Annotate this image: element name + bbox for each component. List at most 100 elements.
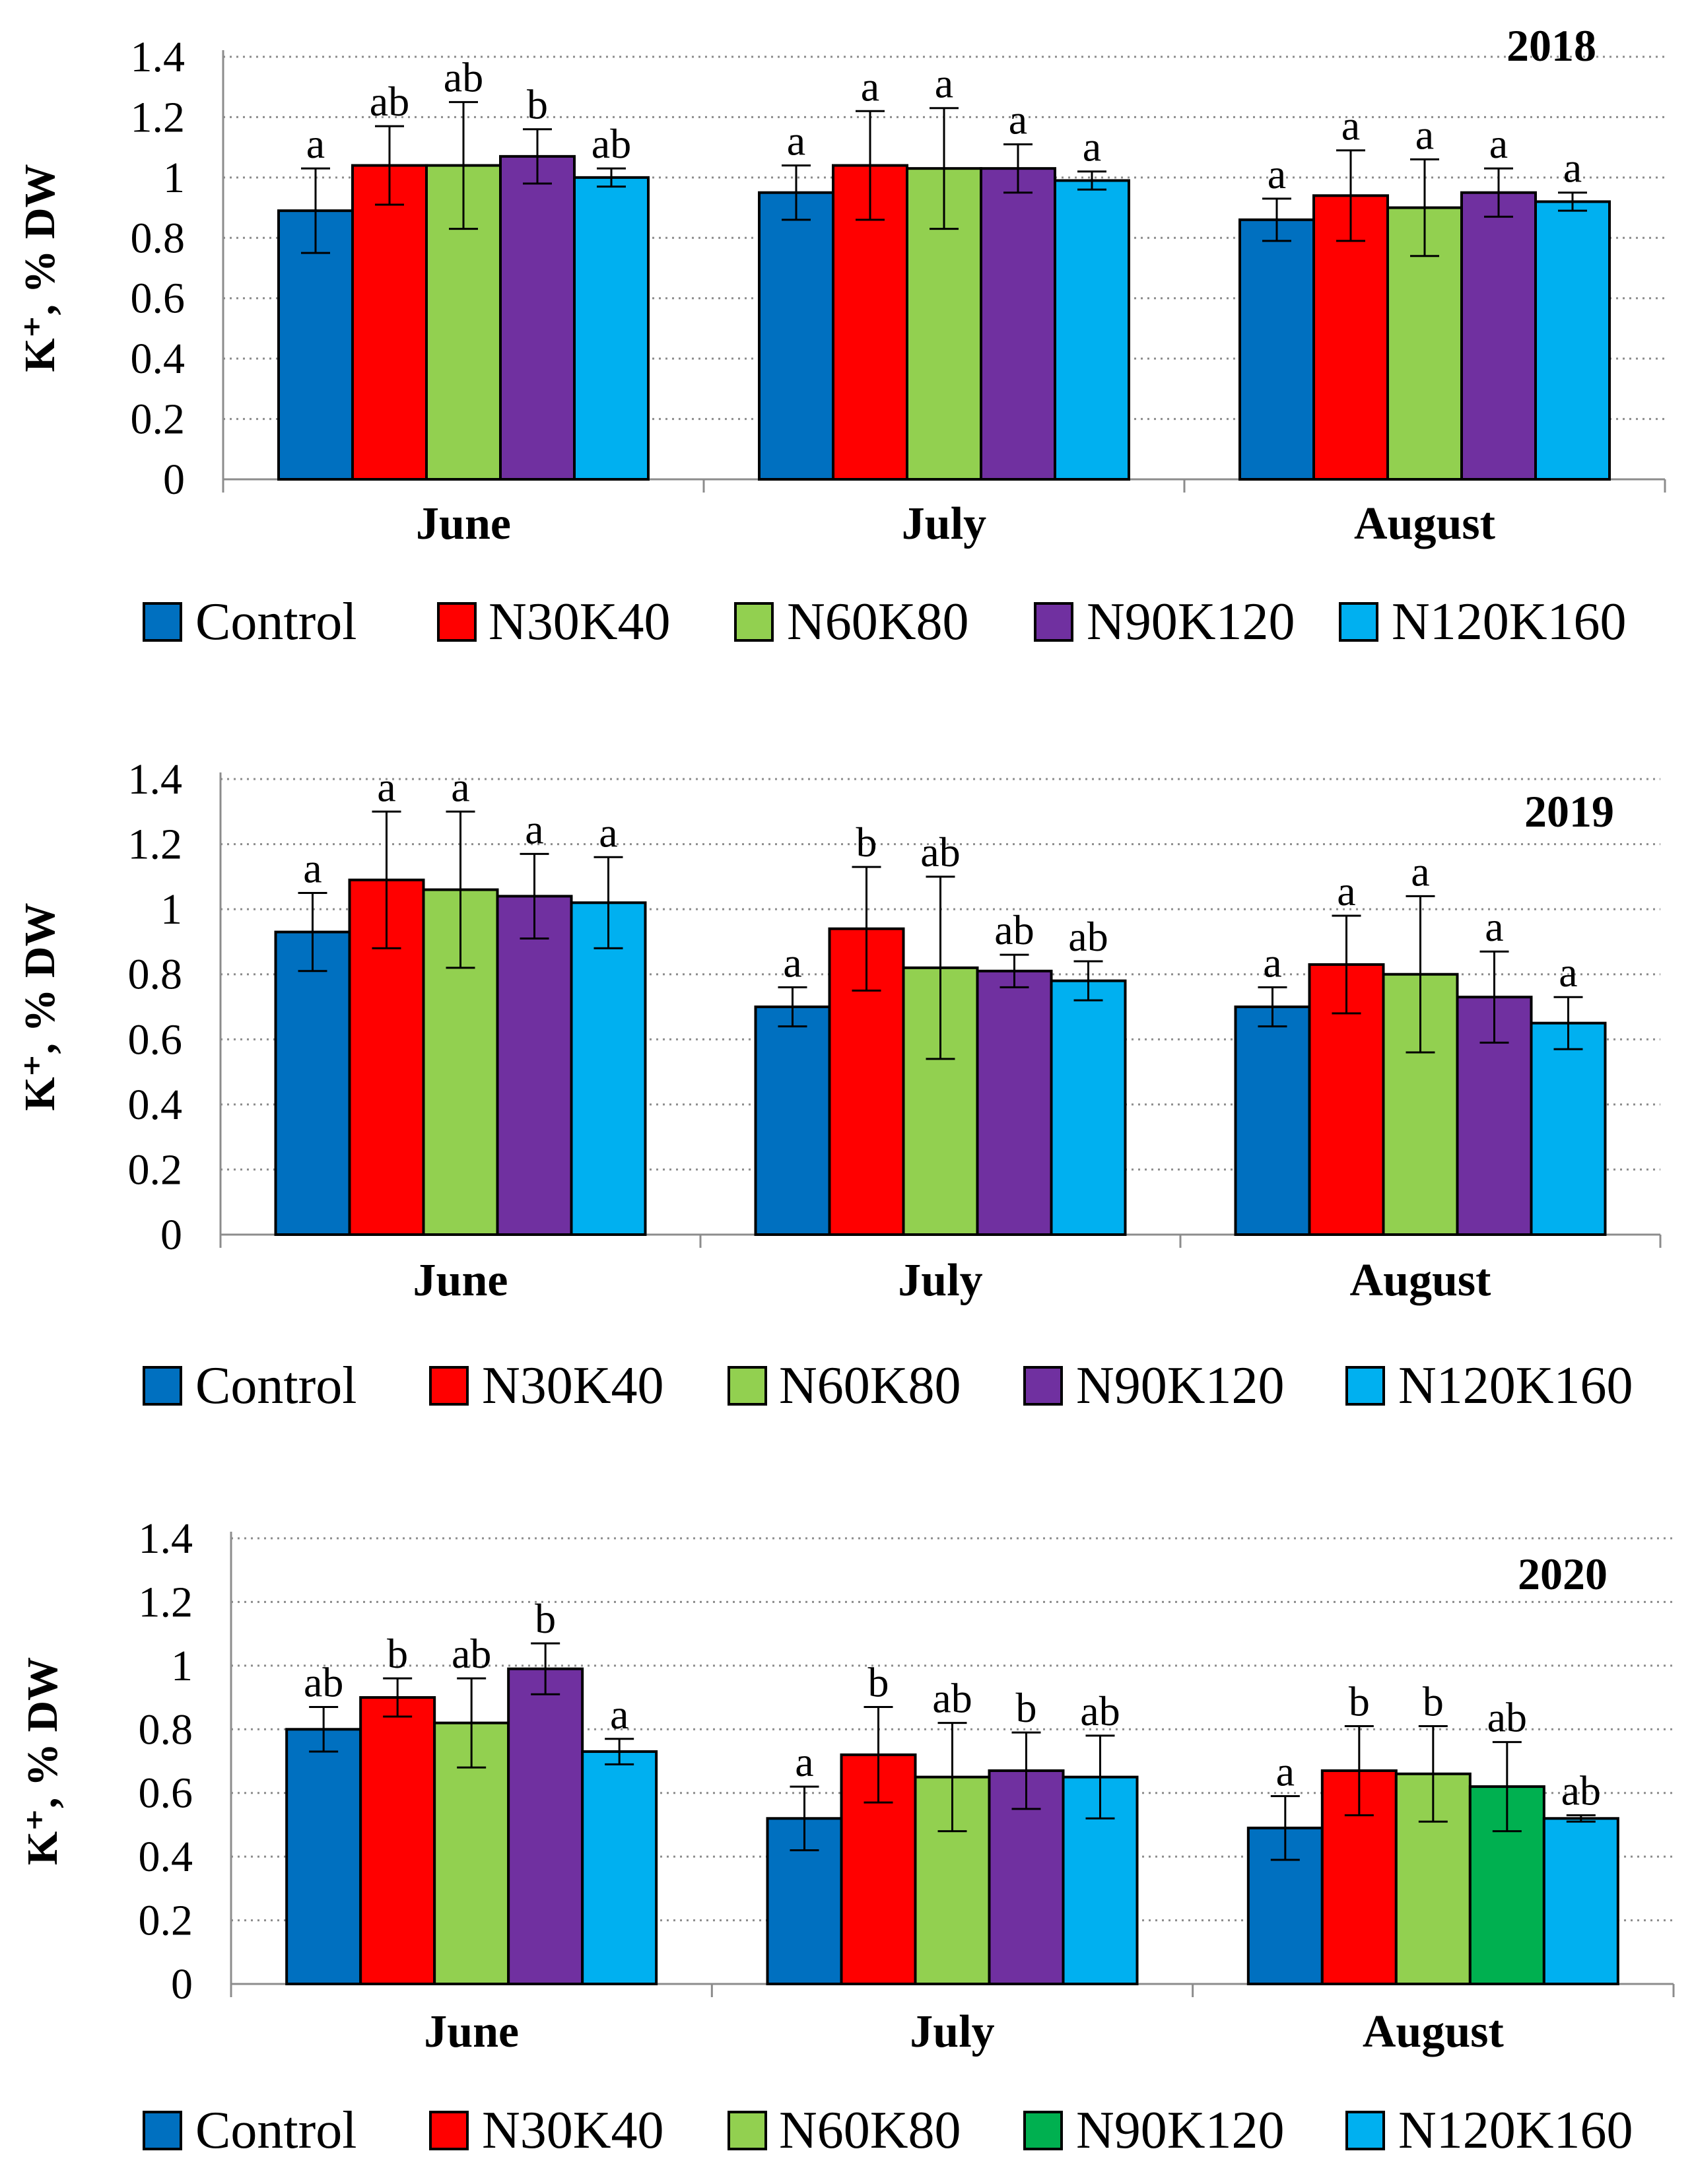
legend-label: N30K40 bbox=[482, 1357, 664, 1415]
legend-label: N120K160 bbox=[1392, 593, 1627, 651]
chart-year-title: 2020 bbox=[1518, 1549, 1608, 1599]
y-tick-label: 0 bbox=[160, 1211, 182, 1259]
x-category-label: August bbox=[1354, 498, 1495, 549]
significance-label: ab bbox=[304, 1659, 343, 1706]
x-category-label: July bbox=[898, 1255, 982, 1306]
significance-label: b bbox=[1349, 1678, 1370, 1724]
bar bbox=[758, 191, 834, 481]
y-tick-label: 1.4 bbox=[131, 33, 186, 81]
x-category-label: June bbox=[413, 1255, 508, 1306]
y-axis-title: K⁺, % DW bbox=[16, 903, 64, 1110]
legend: Control N30K40 N60K80 N90K120 N120K160 bbox=[143, 593, 1627, 651]
significance-label: a bbox=[1268, 151, 1286, 197]
x-category-label: August bbox=[1363, 2006, 1504, 2057]
bar bbox=[496, 895, 573, 1236]
bar bbox=[570, 901, 647, 1237]
significance-label: a bbox=[1341, 102, 1360, 149]
significance-label: a bbox=[1337, 868, 1355, 914]
y-tick-label: 0.8 bbox=[131, 214, 186, 262]
y-tick-label: 0.4 bbox=[131, 335, 186, 383]
x-category-label: July bbox=[902, 498, 986, 549]
significance-label: a bbox=[1415, 111, 1434, 158]
legend-label: N60K80 bbox=[779, 1357, 961, 1415]
significance-label: b bbox=[1016, 1684, 1037, 1731]
bar bbox=[1530, 1021, 1607, 1236]
bar bbox=[581, 1750, 658, 1985]
significance-label: ab bbox=[932, 1675, 972, 1722]
significance-label: ab bbox=[1068, 913, 1108, 960]
legend-swatch bbox=[728, 1366, 767, 1406]
bar bbox=[499, 154, 576, 481]
significance-label: a bbox=[1485, 903, 1503, 950]
y-tick-label: 0.2 bbox=[128, 1145, 183, 1194]
significance-label: a bbox=[1563, 145, 1582, 191]
bar bbox=[980, 167, 1056, 481]
legend-swatch bbox=[1339, 602, 1378, 642]
bar bbox=[351, 164, 428, 481]
legend-swatch bbox=[1345, 1366, 1385, 1406]
x-category-label: June bbox=[416, 498, 511, 549]
significance-label: b bbox=[868, 1659, 889, 1706]
significance-label: a bbox=[599, 809, 617, 856]
bar bbox=[1050, 979, 1127, 1236]
significance-label: a bbox=[525, 805, 543, 852]
legend-swatch bbox=[1023, 1366, 1063, 1406]
y-tick-label: 0.8 bbox=[128, 951, 183, 999]
y-axis-title: K⁺, % DW bbox=[18, 1657, 67, 1865]
significance-label: ab bbox=[920, 829, 960, 875]
y-tick-label: 0.2 bbox=[139, 1897, 193, 1945]
y-tick-label: 1.2 bbox=[128, 821, 183, 869]
y-tick-label: 1 bbox=[160, 885, 182, 934]
significance-label: a bbox=[787, 118, 805, 164]
significance-label: ab bbox=[452, 1630, 491, 1677]
y-tick-label: 0.6 bbox=[128, 1015, 183, 1064]
legend-label: Control bbox=[195, 593, 356, 651]
bar bbox=[573, 176, 650, 481]
significance-label: a bbox=[795, 1738, 813, 1785]
legend-swatch bbox=[437, 602, 477, 642]
y-tick-label: 0 bbox=[171, 1960, 193, 2008]
significance-label: a bbox=[1263, 939, 1281, 986]
legend-label: N30K40 bbox=[489, 593, 671, 651]
y-tick-label: 0.2 bbox=[131, 395, 186, 444]
significance-label: a bbox=[1489, 120, 1508, 167]
significance-label: a bbox=[303, 845, 322, 892]
bar bbox=[274, 930, 351, 1236]
y-tick-label: 0.4 bbox=[128, 1081, 183, 1129]
y-tick-label: 0.4 bbox=[139, 1833, 193, 1881]
y-tick-label: 0.6 bbox=[131, 275, 186, 323]
significance-label: b bbox=[856, 819, 877, 866]
significance-label: ab bbox=[1561, 1767, 1601, 1814]
significance-label: ab bbox=[592, 120, 631, 167]
significance-label: a bbox=[1276, 1748, 1295, 1795]
significance-label: a bbox=[1559, 949, 1577, 996]
x-category-label: June bbox=[424, 2006, 519, 2057]
bar bbox=[1054, 179, 1130, 481]
bar bbox=[1542, 1817, 1619, 1985]
legend-swatch bbox=[429, 1366, 469, 1406]
x-category-label: July bbox=[910, 2006, 994, 2057]
legend-label: N120K160 bbox=[1398, 1357, 1633, 1415]
x-category-label: August bbox=[1350, 1255, 1491, 1306]
y-tick-label: 0.8 bbox=[139, 1705, 193, 1754]
significance-label: a bbox=[1083, 123, 1101, 170]
legend-label: N90K120 bbox=[1076, 2101, 1285, 2160]
legend-swatch bbox=[429, 2111, 469, 2150]
legend-swatch bbox=[1034, 602, 1073, 642]
y-tick-label: 1.2 bbox=[139, 1578, 193, 1626]
bar bbox=[359, 1696, 436, 1986]
y-tick-label: 1 bbox=[163, 154, 185, 202]
y-tick-label: 1.4 bbox=[128, 755, 183, 803]
significance-label: b bbox=[1423, 1678, 1444, 1724]
legend-swatch bbox=[728, 2111, 767, 2150]
y-tick-label: 0.6 bbox=[139, 1769, 193, 1818]
legend-label: N60K80 bbox=[779, 2101, 961, 2160]
bar bbox=[1234, 1006, 1311, 1236]
significance-label: b bbox=[387, 1630, 408, 1677]
legend-label: Control bbox=[195, 2101, 356, 2160]
legend-label: N90K120 bbox=[1087, 593, 1295, 651]
legend-label: N30K40 bbox=[482, 2101, 664, 2160]
